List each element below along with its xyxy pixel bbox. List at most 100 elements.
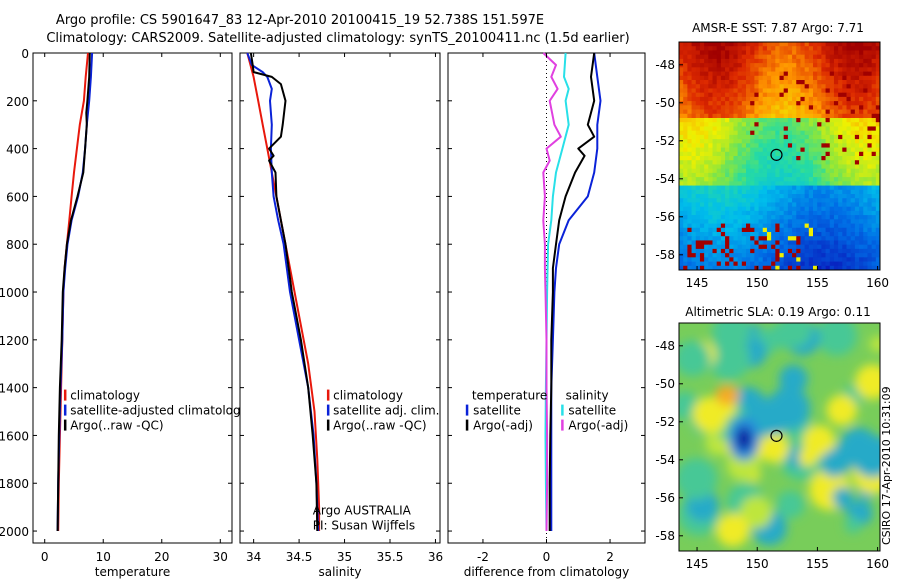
sst-heatmap-cell — [804, 75, 810, 81]
sst-heatmap-cell — [842, 156, 847, 161]
sst-heatmap-cell — [750, 261, 755, 267]
sst-heatmap-cell — [762, 54, 768, 60]
sst-heatmap-cell — [733, 177, 739, 182]
sst-heatmap-cell — [854, 67, 860, 72]
sst-heatmap-cell — [863, 126, 868, 132]
sst-heatmap-cell — [846, 168, 852, 174]
sst-heatmap-cell — [842, 109, 847, 115]
sst-heatmap-cell — [720, 139, 726, 144]
sst-heatmap-cell — [695, 227, 701, 233]
sst-heatmap-cell — [792, 215, 797, 220]
temperature-y-tick-label: 2000 — [0, 525, 29, 539]
sst-heatmap-cell — [792, 130, 797, 136]
sst-heatmap-cell — [833, 198, 839, 203]
sst-heatmap-cell — [804, 67, 810, 72]
sst-heatmap-cell — [775, 168, 780, 174]
sst-heatmap-cell — [813, 105, 818, 110]
sst-heatmap-cell — [808, 219, 814, 224]
sst-heatmap-cell — [758, 240, 764, 246]
sst-heatmap-cell — [859, 67, 864, 72]
sst-heatmap-cell — [712, 223, 718, 229]
sst-heatmap-cell — [683, 84, 688, 89]
sst-heatmap-cell — [825, 257, 831, 262]
sst-heatmap-cell — [750, 223, 755, 229]
sst-heatmap-cell — [754, 177, 759, 182]
sst-heatmap-cell — [741, 236, 747, 241]
sst-heatmap-cell — [779, 50, 785, 56]
sst-heatmap-cell — [829, 189, 835, 195]
sst-heatmap-cell — [787, 50, 793, 56]
sst-heatmap-cell — [758, 134, 764, 140]
sst-heatmap-cell — [787, 109, 793, 115]
sst-heatmap-cell — [746, 206, 751, 212]
sst-heatmap-cell — [813, 109, 818, 115]
sst-heatmap-cell — [683, 46, 688, 51]
sst-heatmap-cell — [787, 67, 793, 72]
sst-heatmap-cell — [867, 109, 873, 115]
sst-heatmap-cell — [720, 194, 726, 199]
sst-heatmap-cell — [854, 126, 860, 132]
sst-heatmap-cell — [863, 134, 868, 140]
sst-heatmap-cell — [754, 92, 759, 98]
sst-heatmap-cell — [679, 210, 684, 216]
sst-heatmap-cell — [758, 236, 764, 241]
sst-heatmap-cell — [842, 198, 847, 203]
sst-heatmap-cell — [746, 232, 751, 237]
sst-heatmap-cell — [829, 164, 835, 170]
sst-heatmap-cell — [792, 80, 797, 85]
sst-heatmap-cell — [750, 232, 755, 237]
sst-heatmap-cell — [825, 126, 831, 132]
sst-heatmap-cell — [737, 202, 743, 208]
sst-heatmap-cell — [796, 113, 801, 119]
sst-heatmap-cell — [779, 122, 785, 127]
sst-heatmap-cell — [771, 67, 776, 72]
sst-heatmap-cell — [737, 168, 743, 174]
sst-heatmap-cell — [758, 96, 764, 102]
sst-heatmap-cell — [829, 84, 835, 89]
sst-heatmap-cell — [716, 143, 722, 148]
sst-heatmap-cell — [733, 261, 739, 267]
sst-heatmap-cell — [800, 177, 806, 182]
sst-heatmap-cell — [863, 194, 868, 199]
sst-heatmap-cell — [863, 253, 868, 258]
sst-heatmap-cell — [787, 71, 793, 77]
sst-heatmap-cell — [829, 177, 835, 182]
sst-heatmap-cell — [762, 71, 768, 77]
sst-heatmap-cell — [720, 257, 726, 262]
sst-heatmap-cell — [846, 118, 852, 123]
sst-heatmap-cell — [792, 126, 797, 132]
salinity-x-tick-label: 34 — [246, 550, 261, 564]
sst-heatmap-cell — [787, 164, 793, 170]
sst-heatmap-cell — [775, 80, 780, 85]
sst-heatmap-cell — [792, 109, 797, 115]
sst-heatmap-cell — [792, 71, 797, 77]
sst-heatmap-cell — [821, 194, 826, 199]
sst-heatmap-cell — [875, 223, 880, 229]
sst-heatmap-cell — [766, 105, 772, 110]
sst-heatmap-cell — [867, 50, 873, 56]
sst-heatmap-cell — [846, 253, 852, 258]
sst-heatmap-cell — [716, 147, 722, 153]
sst-heatmap-cell — [838, 261, 843, 267]
sst-heatmap-cell — [712, 113, 718, 119]
sst-heatmap-cell — [859, 134, 864, 140]
sst-heatmap-cell — [733, 160, 739, 165]
sst-heatmap-cell — [758, 244, 764, 250]
sst-heatmap-cell — [687, 223, 692, 229]
sst-heatmap-cell — [754, 240, 759, 246]
sst-heatmap-cell — [859, 194, 864, 199]
sst-heatmap-cell — [716, 126, 722, 132]
sst-heatmap-cell — [854, 240, 860, 246]
sst-heatmap-cell — [779, 232, 785, 237]
sst-heatmap-cell — [842, 172, 847, 178]
sst-heatmap-cell — [854, 253, 860, 258]
sst-heatmap-cell — [787, 58, 793, 64]
sst-heatmap-cell — [750, 75, 755, 81]
temperature-legend-label: climatology — [70, 389, 140, 403]
sst-heatmap-cell — [683, 139, 688, 144]
sst-heatmap-cell — [875, 202, 880, 208]
sst-heatmap-cell — [771, 194, 776, 199]
sst-heatmap-cell — [854, 88, 860, 94]
sst-heatmap-cell — [800, 232, 806, 237]
sst-heatmap-cell — [871, 206, 877, 212]
